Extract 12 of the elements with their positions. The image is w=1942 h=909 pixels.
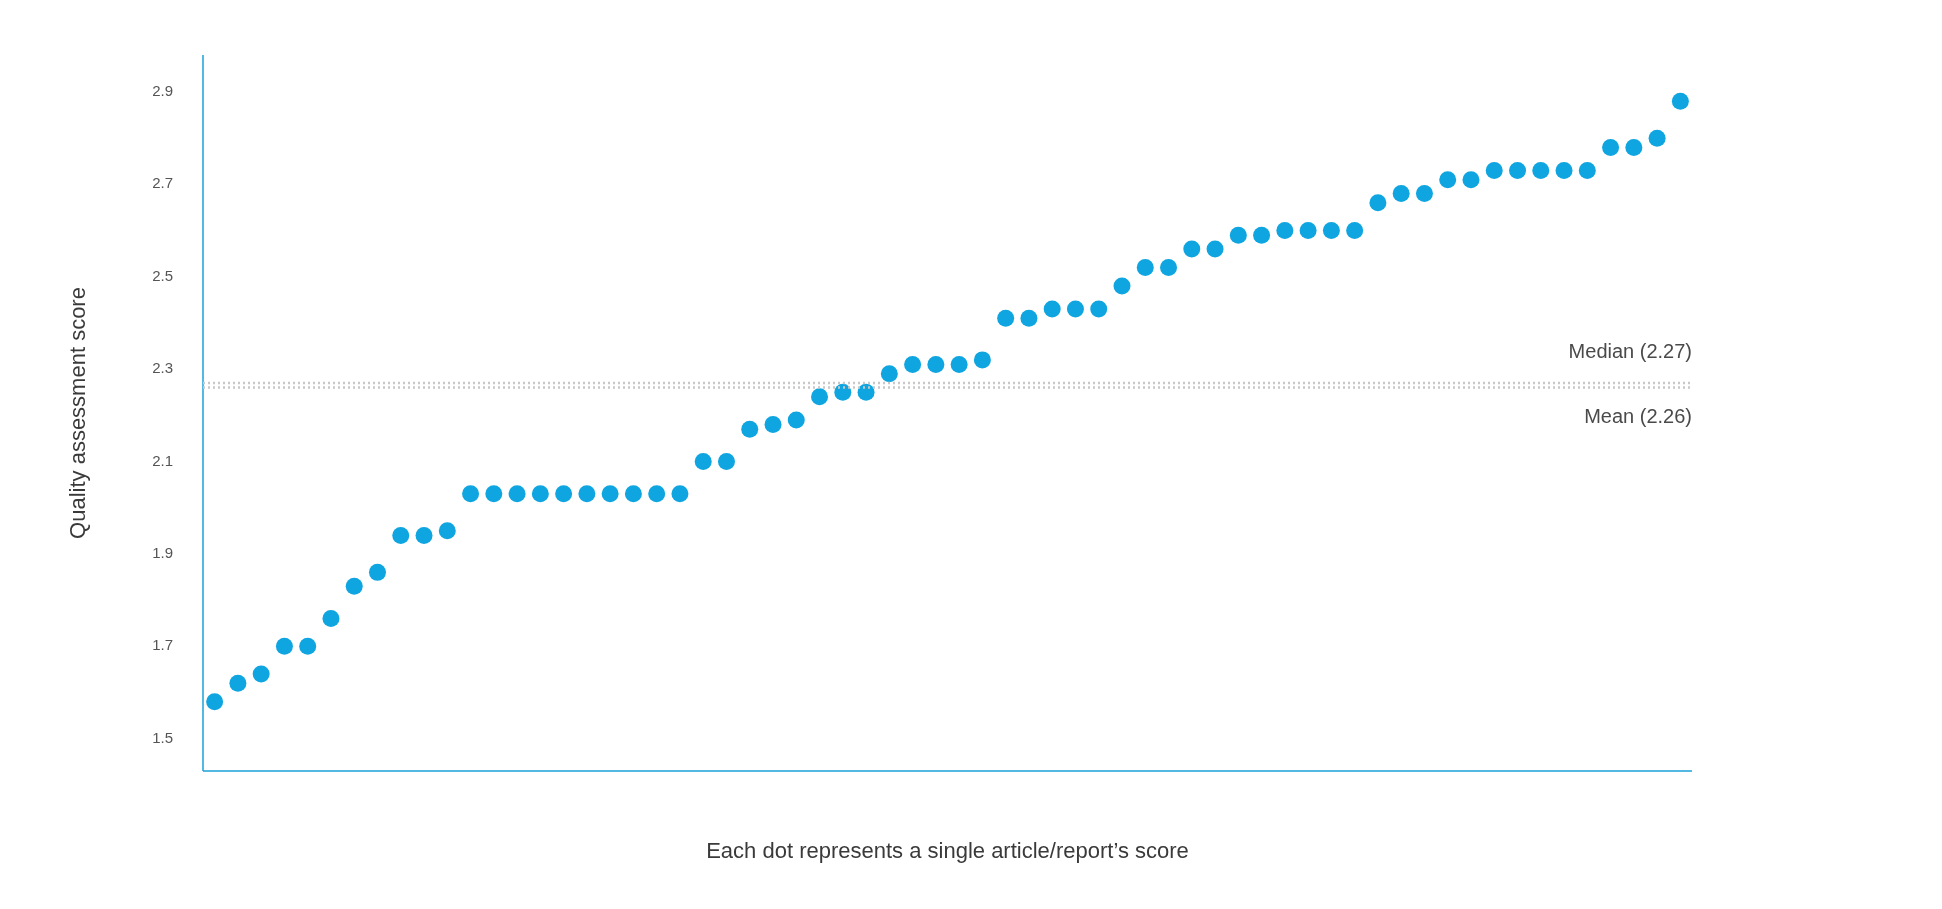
y-tick-label: 2.1 (152, 451, 173, 469)
y-tick-label: 1.7 (152, 636, 173, 654)
y-axis-title: Quality assessment score (65, 287, 91, 539)
x-axis-title: Each dot represents a single article/report’s score (706, 837, 1189, 863)
y-tick-label: 2.3 (152, 359, 173, 377)
y-tick-label: 1.5 (152, 728, 173, 746)
ref-line-label: Median (2.27) (1568, 340, 1692, 363)
y-tick-label: 2.5 (152, 266, 173, 284)
y-tick-label: 1.9 (152, 544, 173, 562)
y-tick-label: 2.7 (152, 174, 173, 192)
y-tick-label: 2.9 (152, 82, 173, 100)
ref-line-label: Mean (2.26) (1584, 405, 1692, 428)
